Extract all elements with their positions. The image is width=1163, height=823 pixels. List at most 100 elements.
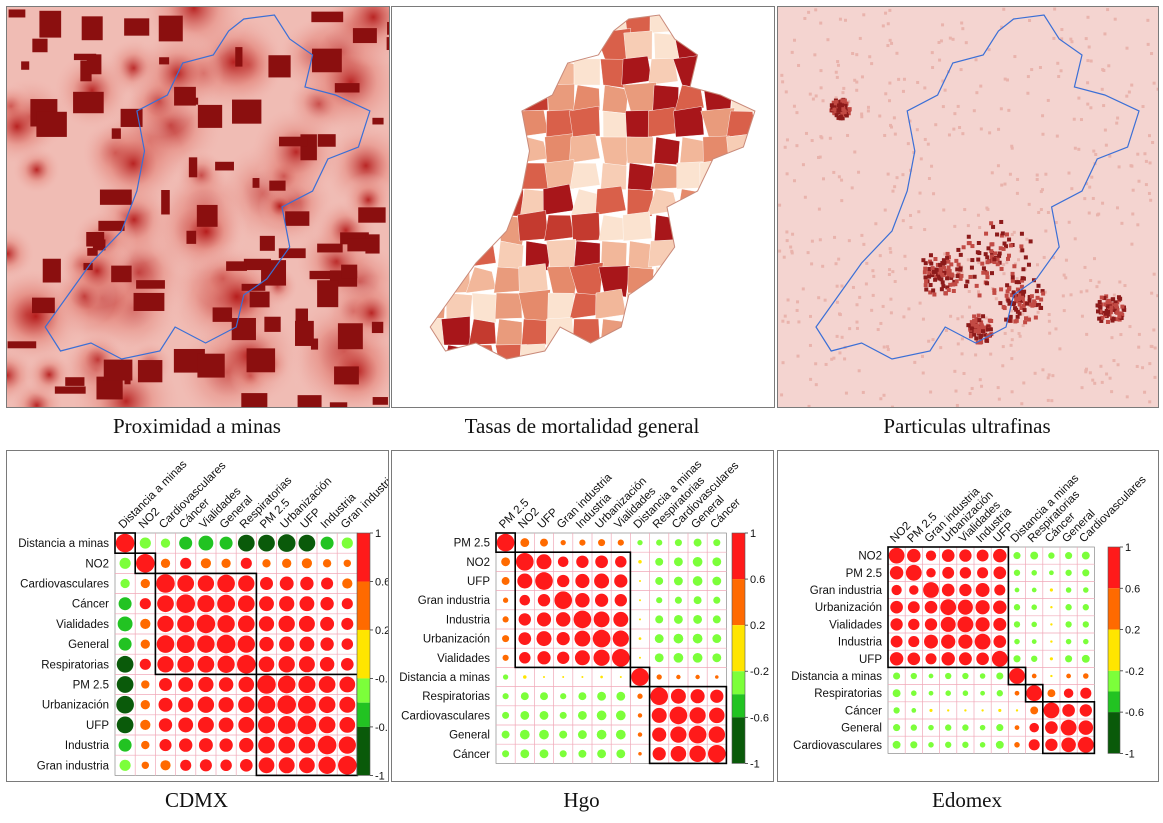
cluster-box — [1024, 683, 1044, 703]
ufp-hotspot — [1026, 262, 1031, 267]
ufp-pixel — [1156, 87, 1158, 91]
ufp-pixel — [1010, 329, 1014, 333]
corr-cell-circle — [320, 637, 334, 651]
ufp-pixel — [1094, 153, 1098, 157]
corr-cell-circle — [237, 534, 255, 552]
ufp-hotspot — [974, 319, 979, 324]
ufp-pixel — [818, 155, 822, 159]
ufp-hotspot — [984, 338, 989, 343]
corr-cell-circle — [520, 692, 529, 701]
ufp-pixel — [1136, 223, 1140, 227]
municipality — [544, 159, 575, 190]
corr-cell-circle — [941, 652, 955, 666]
ufp-pixel — [810, 262, 814, 266]
municipality — [521, 318, 549, 346]
row-label: Distancia a minas — [791, 671, 882, 683]
corr-cell-circle — [614, 574, 628, 588]
ufp-hotspot — [1023, 316, 1028, 321]
municipality — [494, 292, 523, 320]
corr-cell-circle — [656, 539, 663, 546]
ufp-pixel — [1125, 94, 1129, 98]
corr-cell-circle — [1081, 654, 1090, 663]
corr-cell-circle — [655, 615, 664, 624]
corr-cell-circle — [502, 711, 510, 719]
ufp-hotspot — [1032, 299, 1037, 304]
ufp-hotspot — [1100, 315, 1105, 320]
corr-cell-circle — [279, 576, 294, 591]
ufp-pixel — [904, 267, 908, 271]
corr-cell-circle — [655, 557, 664, 566]
corr-cell-circle — [180, 557, 192, 569]
corr-cell-circle — [319, 657, 335, 672]
ufp-hotspot — [932, 292, 937, 297]
ufp-hotspot — [983, 252, 988, 257]
ufp-pixel — [1112, 359, 1116, 363]
row-label: Industria — [838, 637, 883, 649]
mine-cluster — [196, 204, 218, 227]
corr-cell-circle — [962, 741, 969, 748]
ufp-hotspot — [941, 265, 946, 270]
corr-cell-circle — [574, 650, 590, 666]
ufp-pixel — [801, 163, 805, 167]
ufp-pixel — [1104, 143, 1108, 147]
ufp-hotspot — [951, 282, 956, 287]
ufp-pixel — [1050, 399, 1054, 403]
ufp-pixel — [810, 139, 814, 143]
ufp-pixel — [1003, 234, 1007, 238]
ufp-pixel — [1007, 108, 1011, 112]
ufp-pixel — [1067, 171, 1071, 175]
cluster-box — [648, 685, 728, 765]
ufp-pixel — [807, 404, 811, 407]
corr-cell-circle — [559, 711, 567, 719]
ufp-hotspot — [942, 260, 947, 265]
corr-cell-circle — [519, 594, 531, 606]
ufp-pixel — [833, 235, 837, 239]
ufp-pixel — [821, 264, 825, 268]
proximity-raster-map — [7, 7, 389, 407]
corr-cell-circle — [713, 539, 721, 547]
ufp-pixel — [1084, 370, 1088, 374]
municipality — [544, 214, 575, 242]
corr-cell-circle — [1083, 587, 1089, 593]
row-label: NO2 — [466, 557, 490, 569]
mine-cluster — [371, 321, 384, 334]
corr-cell-circle — [962, 724, 969, 731]
ufp-pixel — [1136, 152, 1140, 156]
ufp-hotspot — [985, 271, 990, 276]
corr-cell-circle — [651, 707, 667, 723]
corr-cell-circle — [1079, 704, 1092, 717]
corr-cell-circle — [341, 638, 354, 650]
ufp-pixel — [1020, 402, 1024, 406]
corr-cell-circle — [1013, 552, 1021, 560]
ufp-hotspot — [977, 318, 982, 323]
ufp-pixel — [1095, 213, 1099, 217]
corr-cell-circle — [539, 749, 549, 759]
mine-cluster — [86, 54, 102, 75]
ufp-hotspot — [1017, 280, 1022, 285]
ufp-hotspot — [989, 271, 994, 276]
municipality — [621, 55, 653, 86]
corr-cell-circle — [299, 596, 315, 612]
ufp-hotspot — [840, 98, 845, 103]
corr-cell-circle — [339, 717, 356, 733]
corr-cell-circle — [1031, 639, 1037, 644]
corr-cell-circle — [615, 556, 627, 568]
ufp-hotspot — [1122, 307, 1127, 312]
corrplot-edomex: NO2 PM 2.5 Gran industria Urbanización Viali… — [791, 472, 1149, 760]
ufp-pixel — [1153, 375, 1157, 379]
ufp-pixel — [1089, 59, 1093, 63]
ufp-pixel — [1116, 363, 1120, 367]
colorbar-tick-label: 0.2 — [1125, 625, 1140, 637]
ufp-pixel — [1128, 325, 1132, 329]
ufp-hotspot — [949, 262, 954, 267]
corr-cell-circle — [709, 707, 725, 724]
ufp-pixel — [1110, 390, 1114, 394]
corr-cell-circle — [178, 677, 194, 692]
ufp-hotspot — [974, 336, 979, 341]
corr-cell-circle — [140, 639, 150, 649]
ufp-pixel — [1025, 237, 1029, 241]
ufp-pixel — [807, 10, 811, 14]
municipality — [600, 162, 627, 190]
ufp-pixel — [895, 51, 899, 55]
ufp-pixel — [853, 150, 857, 154]
